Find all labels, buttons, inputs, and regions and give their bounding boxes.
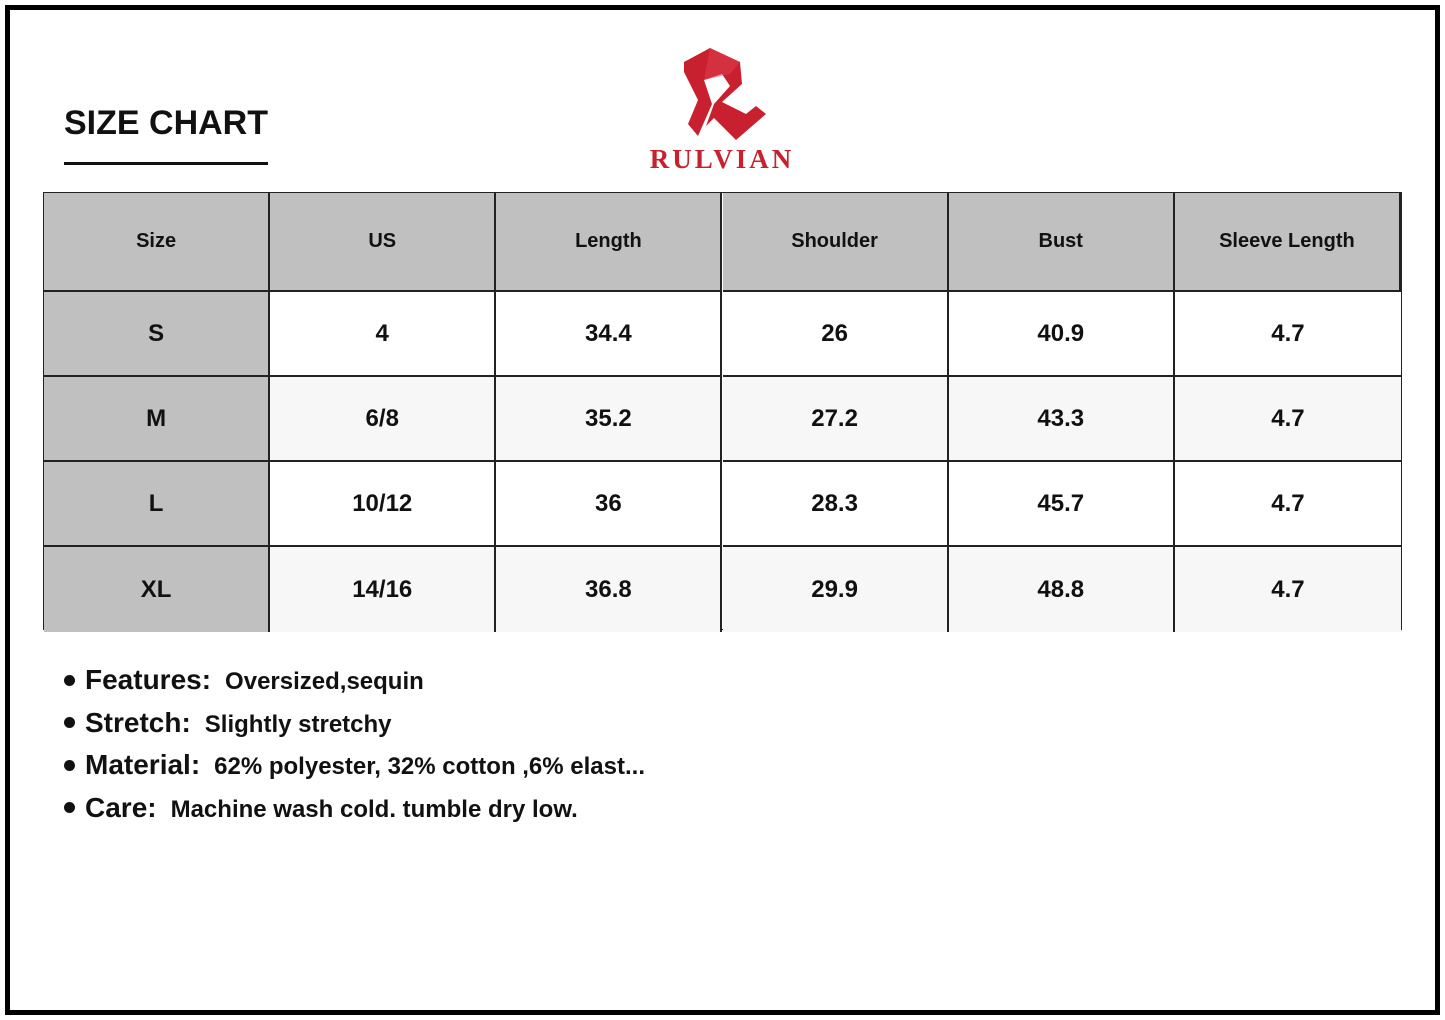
table-cell: 36 [496,462,723,547]
table-cell: 36.8 [496,547,723,632]
detail-text: Slightly stretchy [204,710,392,738]
table-cell: 6/8 [270,377,497,462]
detail-item: Care: Machine wash cold. tumble dry low. [64,792,578,824]
size-table: Size US Length Shoulder Bust Sleeve Length S 4 3… [43,192,1402,632]
header-cell: Bust [948,193,1175,292]
table-cell: M [44,377,271,462]
detail-text: Oversized,sequin [225,668,424,695]
header-cell: US [270,193,497,292]
header-cell: Shoulder [722,193,949,292]
table-cell: 4.7 [1174,292,1401,377]
detail-label: Care: [85,791,157,823]
title-underline [64,162,268,165]
table-cell: 4.7 [1174,547,1401,632]
detail-label: Stretch: [85,706,191,738]
detail-item: Stretch: Slightly stretchy [64,707,392,739]
header-cell: Length [496,193,723,292]
title: SIZE CHART [64,104,268,142]
table-cell: 4.7 [1174,462,1401,547]
table-cell: S [44,292,271,377]
table-cell: L [44,462,271,547]
table-cell: 14/16 [270,547,497,632]
detail-text: 62% polyester, 32% cotton ,6% elast... [214,753,645,780]
table-cell: 45.7 [948,462,1175,547]
table-cell: 28.3 [722,462,949,547]
table-cell: 4.7 [1174,377,1401,462]
header-cell: Sleeve Length [1174,193,1401,292]
table-cell: 29.9 [722,547,949,632]
detail-text: Machine wash cold. tumble dry low. [170,795,578,823]
table-cell: 27.2 [722,377,949,462]
table-cell: 10/12 [270,462,497,547]
bullet [64,674,75,686]
logo [684,48,766,140]
table-cell: 48.8 [948,547,1175,632]
table-cell: 40.9 [948,292,1175,377]
table-cell: 26 [722,292,949,377]
table-cell: 43.3 [948,377,1175,462]
table-cell: 35.2 [496,377,723,462]
detail-item: Features: Oversized,sequin [64,664,424,696]
frame [5,5,1440,1015]
table-cell: 34.4 [496,292,723,377]
bullet [64,802,75,813]
detail-item: Material: 62% polyester, 32% cotton ,6% e… [64,749,645,781]
brand: RULVIAN [649,144,795,174]
detail-label: Features: [85,664,212,695]
bullet [64,759,75,771]
header-cell: Size [44,193,271,292]
table-cell: XL [44,547,271,632]
detail-label: Material: [85,749,201,780]
bullet [64,717,75,728]
table-cell: 4 [270,292,497,377]
